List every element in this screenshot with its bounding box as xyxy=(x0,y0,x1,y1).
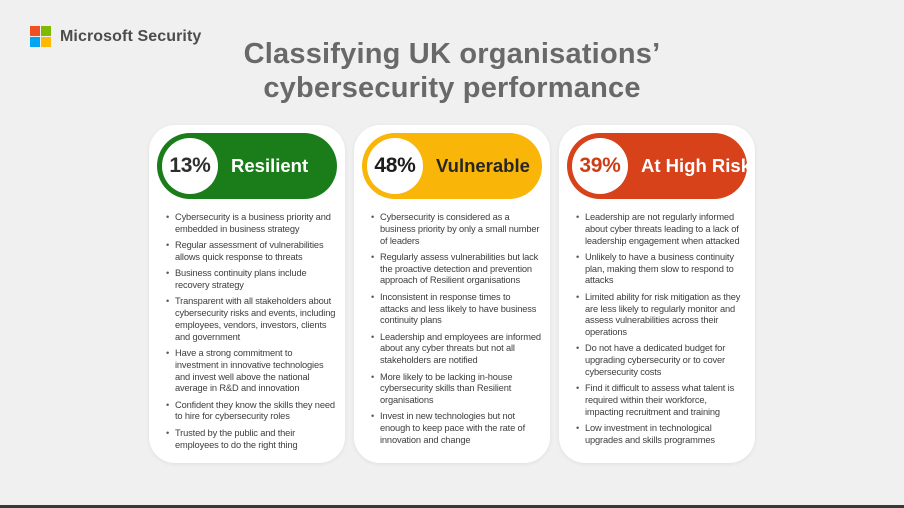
bullet-item: Trusted by the public and their employee… xyxy=(165,428,336,452)
bullet-item: Leadership are not regularly informed ab… xyxy=(575,212,746,247)
bullet-item: Low investment in technological upgrades… xyxy=(575,423,746,447)
percent-badge: 48% xyxy=(367,138,423,194)
logo-square xyxy=(41,26,51,36)
logo-square xyxy=(41,37,51,47)
percent-badge: 39% xyxy=(572,138,628,194)
page-title: Classifying UK organisations’ cybersecur… xyxy=(0,38,904,106)
category-card-resilient: 13% Resilient Cybersecurity is a busines… xyxy=(149,125,345,463)
bullet-item: Transparent with all stakeholders about … xyxy=(165,296,336,343)
page-title-line1: Classifying UK organisations’ xyxy=(243,38,661,70)
percent-value: 13% xyxy=(169,154,211,177)
bullet-list: Leadership are not regularly informed ab… xyxy=(575,212,746,447)
bullet-item: Regular assessment of vulnerabilities al… xyxy=(165,240,336,264)
logo-square xyxy=(30,37,40,47)
bullet-list: Cybersecurity is considered as a busines… xyxy=(370,212,541,447)
category-label: At High Risk xyxy=(641,155,751,176)
logo-text: Microsoft Security xyxy=(60,27,202,45)
category-card-vulnerable: 48% Vulnerable Cybersecurity is consider… xyxy=(354,125,550,463)
logo-square xyxy=(30,26,40,36)
bullet-item: Invest in new technologies but not enoug… xyxy=(370,411,541,446)
category-pill: 13% Resilient xyxy=(157,133,337,199)
bullet-item: Do not have a dedicated budget for upgra… xyxy=(575,343,746,378)
category-card-at-high-risk: 39% At High Risk Leadership are not regu… xyxy=(559,125,755,463)
bullet-item: More likely to be lacking in-house cyber… xyxy=(370,372,541,407)
bullet-item: Unlikely to have a business continuity p… xyxy=(575,252,746,287)
bullet-item: Confident they know the skills they need… xyxy=(165,400,336,424)
percent-value: 39% xyxy=(579,154,621,177)
category-label: Resilient xyxy=(231,155,309,176)
bullet-list: Cybersecurity is a business priority and… xyxy=(165,212,336,451)
microsoft-logo-icon xyxy=(30,26,51,47)
category-label: Vulnerable xyxy=(436,155,530,176)
bullet-item: Have a strong commitment to investment i… xyxy=(165,348,336,395)
bullet-item: Regularly assess vulnerabilities but lac… xyxy=(370,252,541,287)
bullet-item: Leadership and employees are informed ab… xyxy=(370,332,541,367)
bottom-border-line xyxy=(0,505,904,508)
category-columns: 13% Resilient Cybersecurity is a busines… xyxy=(149,125,755,463)
category-pill: 39% At High Risk xyxy=(567,133,751,199)
microsoft-logo: Microsoft Security xyxy=(30,26,201,47)
bullet-item: Business continuity plans include recove… xyxy=(165,268,336,292)
category-pill: 48% Vulnerable xyxy=(362,133,542,199)
bullet-item: Limited ability for risk mitigation as t… xyxy=(575,292,746,339)
bullet-item: Cybersecurity is considered as a busines… xyxy=(370,212,541,247)
percent-badge: 13% xyxy=(162,138,218,194)
bullet-item: Inconsistent in response times to attack… xyxy=(370,292,541,327)
page-title-line2: cybersecurity performance xyxy=(263,71,641,104)
bullet-item: Cybersecurity is a business priority and… xyxy=(165,212,336,236)
percent-value: 48% xyxy=(374,154,416,177)
bullet-item: Find it difficult to assess what talent … xyxy=(575,383,746,418)
